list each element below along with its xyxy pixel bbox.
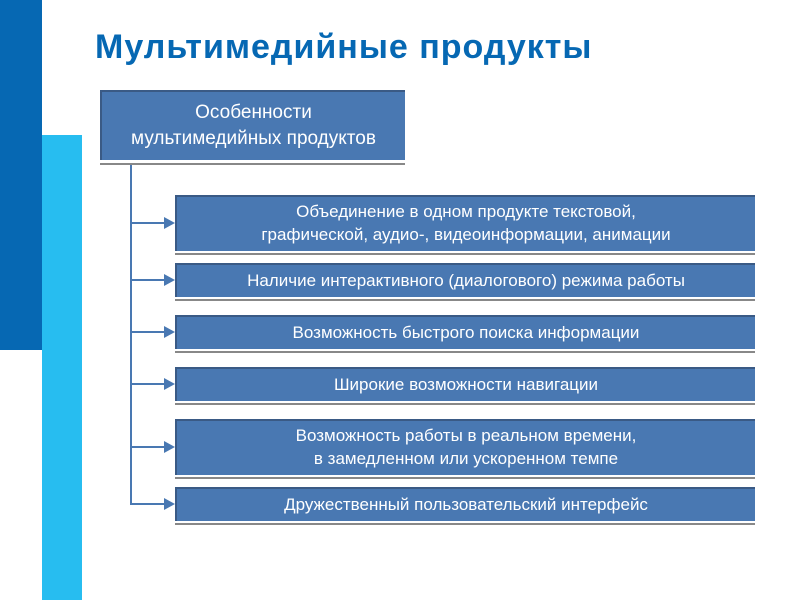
feature-label: Наличие интерактивного (диалогового) реж…	[247, 270, 685, 293]
connector-line	[131, 446, 164, 448]
page-title: Мультимедийные продукты	[95, 28, 592, 67]
tree-trunk-line	[130, 165, 132, 505]
feature-box: Наличие интерактивного (диалогового) реж…	[175, 263, 755, 297]
root-box: Особенности мультимедийных продуктов	[100, 90, 405, 160]
feature-label: Широкие возможности навигации	[334, 374, 598, 397]
feature-label: Возможность работы в реальном времени, в…	[296, 425, 637, 471]
feature-underline	[175, 253, 755, 255]
sidebar-dark-stripe	[0, 0, 42, 350]
feature-box: Возможность работы в реальном времени, в…	[175, 419, 755, 475]
connector-line	[131, 383, 164, 385]
feature-box: Дружественный пользовательский интерфейс	[175, 487, 755, 521]
feature-underline	[175, 403, 755, 405]
connector-line	[131, 503, 164, 505]
feature-box: Широкие возможности навигации	[175, 367, 755, 401]
arrow-right-icon	[164, 441, 175, 453]
feature-underline	[175, 477, 755, 479]
feature-box: Объединение в одном продукте текстовой, …	[175, 195, 755, 251]
feature-label: Дружественный пользовательский интерфейс	[284, 494, 648, 517]
connector-line	[131, 279, 164, 281]
arrow-right-icon	[164, 326, 175, 338]
connector-line	[131, 222, 164, 224]
arrow-right-icon	[164, 378, 175, 390]
connector-line	[131, 331, 164, 333]
feature-label: Объединение в одном продукте текстовой, …	[261, 201, 670, 247]
sidebar-light-stripe	[42, 135, 82, 600]
root-underline	[100, 163, 405, 165]
feature-box: Возможность быстрого поиска информации	[175, 315, 755, 349]
arrow-right-icon	[164, 498, 175, 510]
arrow-right-icon	[164, 274, 175, 286]
feature-underline	[175, 299, 755, 301]
feature-underline	[175, 351, 755, 353]
root-label: Особенности мультимедийных продуктов	[131, 100, 376, 151]
arrow-right-icon	[164, 217, 175, 229]
feature-underline	[175, 523, 755, 525]
feature-label: Возможность быстрого поиска информации	[293, 322, 640, 345]
